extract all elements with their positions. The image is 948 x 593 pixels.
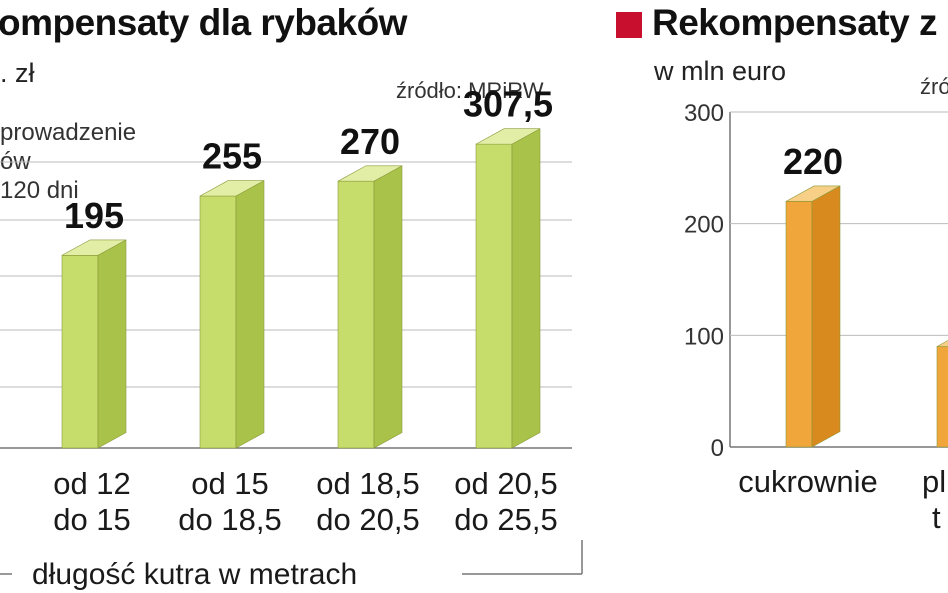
left-bar-value-label: 307,5: [463, 84, 553, 125]
left-bar-3-face: [337, 180, 375, 449]
left-bar-value-label: 195: [64, 195, 124, 236]
right-category-label: pl: [922, 464, 946, 499]
left-bar-1-top: [61, 239, 127, 256]
left-bar-4-face: [475, 143, 513, 449]
left-bar-3: [337, 165, 403, 449]
left-bar-4-side: [511, 128, 541, 449]
right-y-tick-label: 100: [684, 323, 724, 350]
right-chart-unit: w mln euro: [654, 56, 787, 86]
right-chart-title: Rekompensaty z: [652, 2, 938, 43]
left-axis-caption: długość kutra w metrach: [32, 558, 357, 591]
left-bar-3-top: [337, 165, 403, 182]
left-chart-title: ompensaty dla rybaków: [0, 2, 407, 43]
right-chart-source: źró: [920, 74, 948, 99]
left-bar-1-side: [97, 239, 127, 449]
right-category-label: t: [932, 500, 941, 535]
left-chart-unit: . zł: [0, 58, 35, 88]
left-category-label: do 15: [53, 502, 131, 537]
right-bar-1-face: [785, 201, 813, 448]
left-bar-3-side: [373, 165, 403, 449]
left-bar-value-label: 255: [202, 136, 262, 177]
left-category-label: do 20,5: [316, 502, 419, 537]
right-bar-chart: 0 100 200 300 220 cukrownie plt: [684, 100, 948, 535]
right-y-tick-label: 0: [711, 435, 724, 462]
left-category-label: do 18,5: [178, 502, 281, 537]
right-bar-2: [936, 340, 948, 448]
note-line-3: 120 dni: [0, 177, 79, 204]
right-bar-2-face: [936, 346, 948, 448]
left-bar-4-top: [475, 128, 541, 145]
right-y-tick-label: 300: [684, 100, 724, 127]
left-bar-1-face: [61, 254, 99, 449]
right-bar-1: [785, 185, 841, 448]
right-y-tick-label: 200: [684, 212, 724, 239]
left-bar-4: [475, 128, 541, 449]
left-chart-source: źródło: MRiRW: [396, 78, 544, 103]
right-bar-1-top: [785, 185, 841, 202]
red-square-marker: [616, 12, 642, 38]
right-category-label: cukrownie: [738, 464, 878, 499]
right-bar-value-label: 220: [783, 141, 843, 182]
left-bar-2-face: [199, 195, 237, 449]
left-category-label: od 15: [191, 466, 269, 501]
left-category-label: od 12: [53, 466, 131, 501]
left-bar-2: [199, 180, 265, 449]
left-category-label: od 18,5: [316, 466, 419, 501]
left-bar-1: [61, 239, 127, 449]
left-bar-2-top: [199, 180, 265, 197]
right-bar-1-side: [811, 185, 841, 448]
left-bar-2-side: [235, 180, 265, 449]
note-line-1: prowadzenie: [0, 119, 137, 146]
right-bar-2-top: [936, 340, 948, 347]
left-category-label: do 25,5: [454, 502, 557, 537]
left-category-label: od 20,5: [454, 466, 557, 501]
left-bar-value-label: 270: [340, 121, 400, 162]
